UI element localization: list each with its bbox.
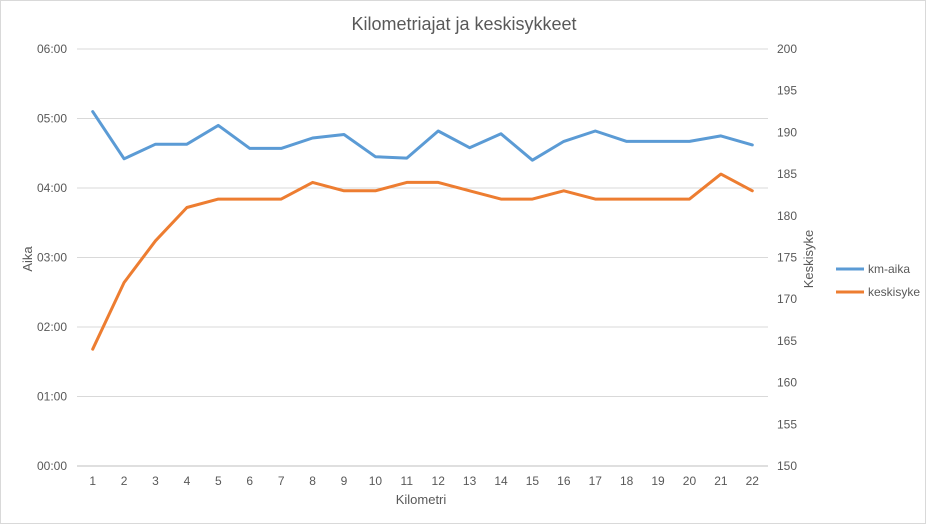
x-tick-label: 13 [463, 474, 477, 488]
y2-tick-label: 185 [777, 167, 797, 181]
y-axis-right-title: Keskisyke [801, 230, 816, 289]
y-tick-label: 01:00 [37, 390, 67, 404]
x-tick-label: 2 [121, 474, 128, 488]
y-tick-label: 03:00 [37, 251, 67, 265]
x-tick-label: 7 [278, 474, 285, 488]
x-tick-label: 17 [589, 474, 603, 488]
y2-tick-label: 180 [777, 209, 797, 223]
series-line-km-aika [91, 110, 754, 162]
x-tick-label: 20 [683, 474, 697, 488]
y2-tick-label: 160 [777, 376, 797, 390]
y-tick-label: 05:00 [37, 112, 67, 126]
y2-tick-label: 175 [777, 251, 797, 265]
y2-tick-label: 190 [777, 125, 797, 139]
series-lines [91, 110, 754, 351]
y2-tick-label: 170 [777, 292, 797, 306]
x-tick-label: 5 [215, 474, 222, 488]
y2-tick-label: 155 [777, 417, 797, 431]
y2-tick-label: 165 [777, 334, 797, 348]
y-tick-label: 02:00 [37, 320, 67, 334]
y2-tick-label: 195 [777, 84, 797, 98]
x-tick-label: 4 [184, 474, 191, 488]
y-tick-label: 00:00 [37, 459, 67, 473]
gridlines [77, 48, 768, 467]
x-tick-label: 9 [341, 474, 348, 488]
y-axis-left-ticks: 00:00 01:00 02:00 03:00 04:00 05:00 06:00 [37, 42, 67, 473]
x-tick-label: 3 [152, 474, 159, 488]
x-tick-label: 19 [651, 474, 665, 488]
y-tick-label: 04:00 [37, 181, 67, 195]
x-tick-label: 6 [246, 474, 253, 488]
x-axis-ticks: 1 2 3 4 5 6 7 8 9 10 11 12 13 14 15 16 17 18 19 20 21 22 [89, 474, 759, 488]
y2-tick-label: 200 [777, 42, 797, 56]
y2-tick-label: 150 [777, 459, 797, 473]
y-tick-label: 06:00 [37, 42, 67, 56]
legend-label: keskisyke [868, 285, 920, 299]
y-axis-left-title: Aika [20, 246, 35, 272]
x-tick-label: 1 [89, 474, 96, 488]
legend: km-aika keskisyke [836, 262, 920, 299]
legend-label: km-aika [868, 262, 910, 276]
chart-title: Kilometriajat ja keskisykkeet [351, 14, 576, 34]
series-line-keskisyke [91, 172, 754, 351]
x-tick-label: 12 [432, 474, 446, 488]
y-axis-right-ticks: 150 155 160 165 170 175 180 185 190 195 200 [777, 42, 797, 473]
x-tick-label: 16 [557, 474, 571, 488]
x-tick-label: 22 [746, 474, 760, 488]
x-tick-label: 10 [369, 474, 383, 488]
x-tick-label: 11 [401, 474, 414, 488]
x-tick-label: 18 [620, 474, 634, 488]
x-tick-label: 14 [494, 474, 508, 488]
x-axis-title: Kilometri [396, 492, 447, 507]
x-tick-label: 21 [714, 474, 728, 488]
x-tick-label: 8 [309, 474, 316, 488]
x-tick-label: 15 [526, 474, 540, 488]
